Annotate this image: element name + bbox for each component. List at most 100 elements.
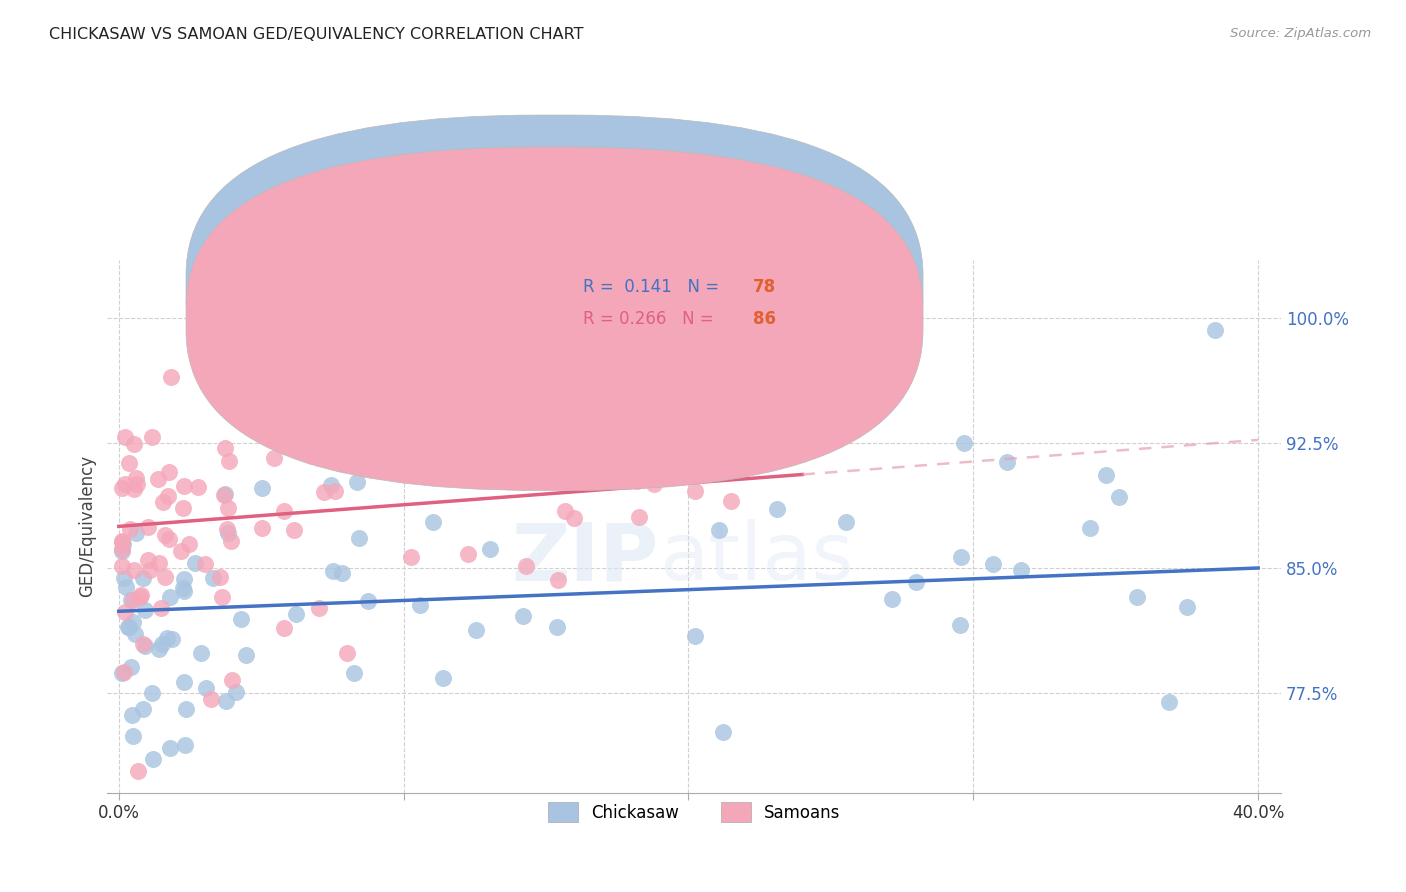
Point	[422, 515, 444, 529]
Point	[218, 454, 240, 468]
Point	[634, 369, 657, 384]
Point	[134, 640, 156, 654]
Point	[409, 442, 432, 457]
Point	[141, 430, 163, 444]
Point	[122, 563, 145, 577]
Point	[834, 516, 856, 530]
Point	[343, 666, 366, 681]
Point	[546, 620, 568, 634]
Point	[322, 564, 344, 578]
Point	[215, 693, 238, 707]
Point	[214, 486, 236, 500]
Point	[457, 547, 479, 561]
Point	[1080, 521, 1102, 535]
Point	[125, 477, 148, 491]
Point	[173, 583, 195, 598]
Point	[357, 593, 380, 607]
Point	[212, 488, 235, 502]
Point	[336, 646, 359, 660]
Point	[148, 641, 170, 656]
Point	[479, 541, 502, 556]
Point	[263, 450, 285, 465]
Point	[211, 590, 233, 604]
Point	[127, 764, 149, 778]
Point	[132, 571, 155, 585]
Point	[252, 521, 274, 535]
Point	[709, 419, 731, 434]
Point	[1094, 468, 1116, 483]
Point	[120, 522, 142, 536]
Point	[217, 526, 239, 541]
Point	[554, 504, 576, 518]
Y-axis label: GED/Equivalency: GED/Equivalency	[79, 455, 96, 598]
Point	[1204, 323, 1226, 337]
Point	[122, 593, 145, 607]
Point	[115, 580, 138, 594]
Text: atlas: atlas	[659, 519, 853, 598]
Point	[184, 556, 207, 570]
Point	[156, 489, 179, 503]
Point	[129, 591, 152, 605]
Point	[1108, 490, 1130, 504]
Point	[626, 475, 648, 489]
Point	[221, 673, 243, 687]
Point	[170, 544, 193, 558]
Point	[409, 598, 432, 612]
Point	[114, 430, 136, 444]
Point	[146, 472, 169, 486]
Point	[111, 543, 134, 558]
Point	[122, 436, 145, 450]
Point	[125, 525, 148, 540]
Point	[250, 481, 273, 495]
Point	[159, 740, 181, 755]
Point	[373, 435, 395, 450]
Point	[314, 484, 336, 499]
Text: 86: 86	[752, 310, 776, 327]
Point	[111, 665, 134, 680]
Point	[387, 464, 409, 478]
Point	[111, 541, 134, 556]
Point	[215, 386, 238, 401]
Point	[118, 620, 141, 634]
FancyBboxPatch shape	[186, 147, 922, 491]
Point	[148, 557, 170, 571]
Point	[155, 569, 177, 583]
Point	[124, 471, 146, 485]
Legend: Chickasaw, Samoans: Chickasaw, Samoans	[548, 802, 841, 822]
Point	[273, 621, 295, 635]
Point	[720, 494, 742, 508]
Point	[177, 537, 200, 551]
Point	[114, 476, 136, 491]
Point	[464, 623, 486, 637]
Point	[134, 603, 156, 617]
Point	[160, 369, 183, 384]
Point	[132, 702, 155, 716]
Point	[713, 725, 735, 739]
Point	[122, 729, 145, 743]
Point	[194, 557, 217, 571]
Text: R =  0.141   N =: R = 0.141 N =	[582, 277, 724, 296]
Point	[432, 671, 454, 685]
Point	[138, 553, 160, 567]
Point	[995, 454, 1018, 468]
Point	[114, 605, 136, 619]
Text: R = 0.266   N =: R = 0.266 N =	[582, 310, 718, 327]
Point	[1126, 590, 1149, 604]
Point	[157, 533, 180, 547]
Point	[981, 558, 1004, 572]
Point	[766, 502, 789, 516]
Point	[709, 524, 731, 538]
Point	[208, 569, 231, 583]
Point	[515, 559, 537, 574]
Point	[124, 626, 146, 640]
Point	[235, 648, 257, 662]
Point	[173, 478, 195, 492]
Point	[142, 752, 165, 766]
Point	[120, 593, 142, 607]
Point	[1159, 695, 1181, 709]
Point	[217, 501, 239, 516]
Point	[174, 738, 197, 752]
Point	[266, 369, 288, 384]
Point	[159, 465, 181, 479]
Point	[141, 686, 163, 700]
